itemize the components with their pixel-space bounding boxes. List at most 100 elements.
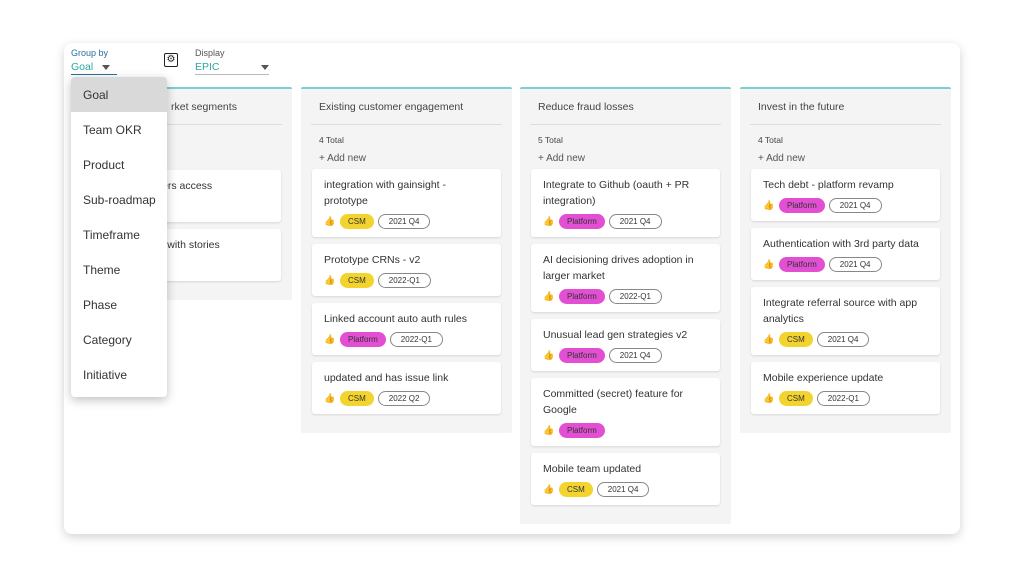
group-by-value: Goal xyxy=(71,61,94,73)
tag-badge: Platform xyxy=(779,257,825,272)
column-title: Invest in the future xyxy=(750,89,941,125)
epic-card[interactable]: integration with gainsight - prototype 👍 C… xyxy=(312,169,501,237)
thumbs-up-icon[interactable]: 👍 xyxy=(543,425,555,435)
epic-card[interactable]: Committed (secret) feature for Google 👍 Pl… xyxy=(531,378,720,446)
dropdown-item[interactable]: Phase xyxy=(83,297,118,312)
epic-card[interactable]: Prototype CRNs - v2 👍 CSM 2022-Q1 xyxy=(312,244,501,296)
tag-badge: CSM xyxy=(340,214,374,229)
board-column: Reduce fraud losses 5 Total + Add new Integ… xyxy=(520,87,731,524)
quarter-badge: 2022 Q2 xyxy=(377,391,431,406)
card-meta: 👍 Platform xyxy=(543,423,708,438)
thumbs-up-icon[interactable]: 👍 xyxy=(324,334,336,344)
column-total: 5 Total xyxy=(538,135,563,145)
epic-card[interactable]: Integrate to Github (oauth + PR integrat… xyxy=(531,169,720,237)
thumbs-up-icon[interactable]: 👍 xyxy=(543,291,555,301)
tag-badge: Platform xyxy=(779,198,825,213)
tag-badge: CSM xyxy=(779,391,813,406)
tag-badge: CSM xyxy=(559,482,593,497)
dropdown-item[interactable]: Team OKR xyxy=(83,122,142,137)
thumbs-up-icon[interactable]: 👍 xyxy=(763,393,775,403)
thumbs-up-icon[interactable]: 👍 xyxy=(543,216,555,226)
card-meta: 👍 Platform 2021 Q4 xyxy=(543,348,708,363)
card-meta: 👍 Platform 2021 Q4 xyxy=(763,198,928,213)
epic-card[interactable]: Mobile team updated 👍 CSM 2021 Q4 xyxy=(531,453,720,505)
add-new-button[interactable]: + Add new xyxy=(538,153,585,164)
quarter-badge: 2021 Q4 xyxy=(816,332,870,347)
dropdown-item[interactable]: Product xyxy=(83,157,125,172)
card-title: Prototype CRNs - v2 xyxy=(324,254,421,266)
group-by-select[interactable]: Goal xyxy=(71,61,117,75)
quarter-badge: 2021 Q4 xyxy=(828,257,882,272)
quarter-badge: 2022-Q1 xyxy=(377,273,431,288)
tag-badge: Platform xyxy=(340,332,386,347)
card-title: l with stories xyxy=(162,239,220,251)
add-new-button[interactable]: + Add new xyxy=(758,153,805,164)
chevron-down-icon[interactable] xyxy=(261,64,269,70)
card-title: AI decisioning drives adoption in larger… xyxy=(543,254,694,282)
epic-card[interactable]: AI decisioning drives adoption in larger… xyxy=(531,244,720,312)
thumbs-up-icon[interactable]: 👍 xyxy=(543,484,555,494)
thumbs-up-icon[interactable]: 👍 xyxy=(324,216,336,226)
epic-card[interactable]: updated and has issue link 👍 CSM 2022 Q2 xyxy=(312,362,501,414)
epic-card[interactable]: Unusual lead gen strategies v2 👍 Platform 2… xyxy=(531,319,720,371)
card-meta: 👍 Platform 2021 Q4 xyxy=(543,214,708,229)
display-value: EPIC xyxy=(195,61,220,73)
gear-icon[interactable]: ⚙ xyxy=(164,53,178,67)
quarter-badge: 2021 Q4 xyxy=(608,214,662,229)
card-title: Linked account auto auth rules xyxy=(324,313,468,325)
card-meta: 👍 CSM 2021 Q4 xyxy=(324,214,489,229)
card-meta: 👍 Platform 2021 Q4 xyxy=(763,257,928,272)
quarter-badge: 2022-Q1 xyxy=(389,332,443,347)
card-meta: 👍 Platform 2022-Q1 xyxy=(543,289,708,304)
card-meta: 👍 Platform 2022-Q1 xyxy=(324,332,489,347)
dropdown-item[interactable]: Goal xyxy=(71,77,167,112)
group-by-dropdown: Goal Team OKR Product Sub-roadmap Timeframe T… xyxy=(71,77,167,397)
card-title: Authentication with 3rd party data xyxy=(763,238,919,250)
dropdown-item[interactable]: Category xyxy=(83,332,132,347)
board-column: Existing customer engagement 4 Total + Add… xyxy=(301,87,512,433)
thumbs-up-icon[interactable]: 👍 xyxy=(763,200,775,210)
board-column: Invest in the future 4 Total + Add new Tech… xyxy=(740,87,951,433)
column-total: 4 Total xyxy=(758,135,783,145)
column-total: 4 Total xyxy=(319,135,344,145)
card-title: Committed (secret) feature for Google xyxy=(543,388,684,416)
add-new-button[interactable]: + Add new xyxy=(319,153,366,164)
epic-card[interactable]: Tech debt - platform revamp 👍 Platform 2021… xyxy=(751,169,940,221)
thumbs-up-icon[interactable]: 👍 xyxy=(324,393,336,403)
epic-card[interactable]: Integrate referral source with app analy… xyxy=(751,287,940,355)
quarter-badge: 2021 Q4 xyxy=(608,348,662,363)
tag-badge: Platform xyxy=(559,214,605,229)
dropdown-item[interactable]: Sub-roadmap xyxy=(83,192,156,207)
card-title: ers access xyxy=(162,180,213,192)
display-label: Display xyxy=(195,48,225,58)
display-control[interactable]: Display EPIC xyxy=(195,48,269,75)
dropdown-item[interactable]: Timeframe xyxy=(83,227,140,242)
chevron-down-icon[interactable] xyxy=(102,64,111,70)
card-meta: 👍 CSM 2021 Q4 xyxy=(763,332,928,347)
quarter-badge: 2021 Q4 xyxy=(828,198,882,213)
group-by-control[interactable]: Group by Goal xyxy=(71,48,117,75)
display-select[interactable]: EPIC xyxy=(195,61,269,75)
thumbs-up-icon[interactable]: 👍 xyxy=(324,275,336,285)
card-title: Mobile team updated xyxy=(543,463,642,475)
thumbs-up-icon[interactable]: 👍 xyxy=(763,334,775,344)
thumbs-up-icon[interactable]: 👍 xyxy=(543,350,555,360)
tag-badge: Platform xyxy=(559,348,605,363)
column-title: Reduce fraud losses xyxy=(530,89,721,125)
epic-card[interactable]: Linked account auto auth rules 👍 Platform 2… xyxy=(312,303,501,355)
epic-card[interactable]: Mobile experience update 👍 CSM 2022-Q1 xyxy=(751,362,940,414)
card-title: Unusual lead gen strategies v2 xyxy=(543,329,688,341)
quarter-badge: 2021 Q4 xyxy=(596,482,650,497)
column-title: Existing customer engagement xyxy=(311,89,502,125)
dropdown-item[interactable]: Theme xyxy=(83,262,121,277)
card-title: updated and has issue link xyxy=(324,372,449,384)
thumbs-up-icon[interactable]: 👍 xyxy=(763,259,775,269)
tag-badge: CSM xyxy=(779,332,813,347)
card-title: Tech debt - platform revamp xyxy=(763,179,894,191)
dropdown-item[interactable]: Initiative xyxy=(83,367,128,382)
card-title: Integrate to Github (oauth + PR integrat… xyxy=(543,179,690,207)
epic-card[interactable]: Authentication with 3rd party data 👍 Platf… xyxy=(751,228,940,280)
card-title: Integrate referral source with app analy… xyxy=(763,297,918,325)
